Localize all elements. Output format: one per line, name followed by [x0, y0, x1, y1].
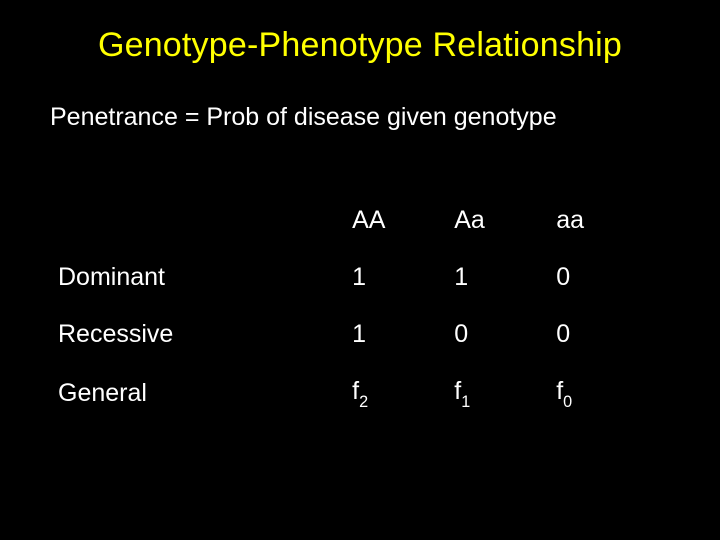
table-row: General f2 f1 f0: [50, 363, 650, 424]
cell-general-Aa: f1: [446, 363, 548, 424]
row-label-general: General: [50, 363, 344, 424]
f-sub: 1: [461, 393, 470, 411]
cell-recessive-Aa: 0: [446, 306, 548, 363]
row-label-recessive: Recessive: [50, 306, 344, 363]
cell-general-AA: f2: [344, 363, 446, 424]
table-header-AA: AA: [344, 192, 446, 249]
cell-dominant-Aa: 1: [446, 249, 548, 306]
f-sub: 2: [359, 393, 368, 411]
table-header-row: AA Aa aa: [50, 192, 650, 249]
cell-recessive-AA: 1: [344, 306, 446, 363]
cell-general-aa: f0: [548, 363, 650, 424]
slide-subtitle: Penetrance = Prob of disease given genot…: [50, 103, 720, 132]
cell-dominant-aa: 0: [548, 249, 650, 306]
row-label-dominant: Dominant: [50, 249, 344, 306]
table-header-Aa: Aa: [446, 192, 548, 249]
f-sub: 0: [563, 393, 572, 411]
penetrance-table: AA Aa aa Dominant 1 1 0 Recessive 1 0 0 …: [50, 192, 650, 424]
cell-dominant-AA: 1: [344, 249, 446, 306]
table-header-aa: aa: [548, 192, 650, 249]
table-header-blank: [50, 192, 344, 249]
cell-recessive-aa: 0: [548, 306, 650, 363]
slide-title: Genotype-Phenotype Relationship: [0, 0, 720, 65]
table-row: Dominant 1 1 0: [50, 249, 650, 306]
slide: Genotype-Phenotype Relationship Penetran…: [0, 0, 720, 540]
table-row: Recessive 1 0 0: [50, 306, 650, 363]
